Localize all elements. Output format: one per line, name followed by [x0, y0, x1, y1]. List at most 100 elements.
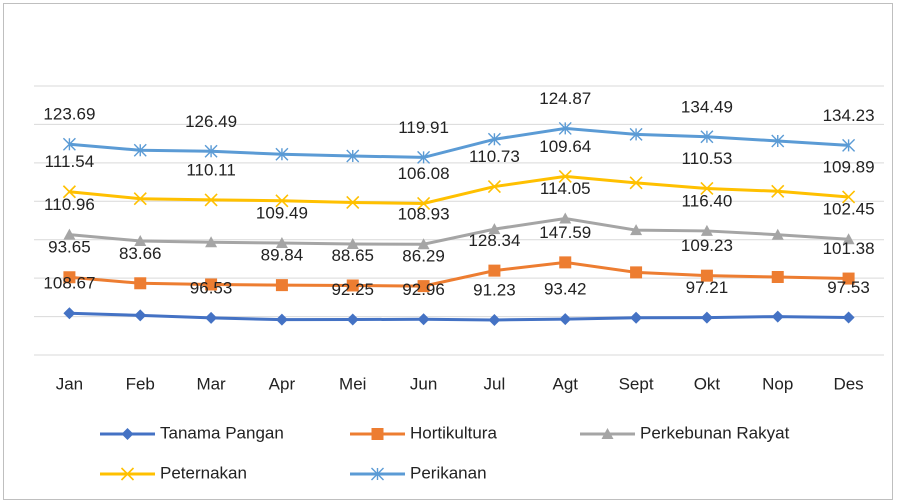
- marker: [417, 313, 430, 326]
- x-tick-label: Sept: [619, 374, 654, 393]
- marker: [417, 280, 430, 293]
- data-label: 108.93: [398, 205, 450, 224]
- x-tick-label: Mei: [339, 374, 366, 393]
- line: [69, 126, 849, 159]
- marker: [700, 311, 713, 324]
- data-label: 88.65: [331, 246, 374, 265]
- data-label: 92.96: [402, 280, 445, 299]
- legend-label: Tanama Pangan: [160, 423, 284, 442]
- data-label: 92.25: [331, 280, 374, 299]
- line: [69, 217, 849, 246]
- legend-item: Perikanan: [350, 463, 487, 482]
- x-tick-label: Jun: [410, 374, 437, 393]
- data-label: 134.49: [681, 97, 733, 116]
- marker: [630, 266, 643, 279]
- marker: [204, 193, 218, 207]
- line: [69, 260, 849, 288]
- marker: [346, 149, 360, 163]
- data-label: 116.40: [682, 191, 733, 210]
- marker: [700, 224, 713, 236]
- marker: [558, 169, 572, 183]
- data-label: 106.08: [398, 164, 450, 183]
- marker: [771, 270, 784, 283]
- marker: [371, 467, 384, 481]
- marker: [134, 277, 147, 290]
- marker: [842, 311, 855, 324]
- legend-item: Peternakan: [100, 463, 247, 482]
- data-label: 128.34: [468, 231, 520, 250]
- marker: [204, 144, 218, 158]
- marker: [630, 224, 643, 236]
- legend-item: Tanama Pangan: [100, 423, 284, 442]
- marker: [771, 134, 785, 148]
- marker: [842, 272, 855, 285]
- marker: [275, 194, 289, 208]
- x-tick-label: Okt: [694, 374, 721, 393]
- x-tick-label: Agt: [552, 374, 578, 393]
- marker: [205, 278, 218, 291]
- data-label: 102.45: [823, 200, 875, 219]
- x-tick-label: Nop: [762, 374, 793, 393]
- marker: [346, 195, 360, 210]
- marker: [558, 121, 572, 135]
- legend-label: Perikanan: [410, 463, 487, 482]
- marker: [275, 147, 289, 161]
- x-tick-label: Feb: [126, 374, 155, 393]
- x-tick-label: Jul: [484, 374, 506, 393]
- marker: [120, 467, 135, 481]
- x-tick-label: Apr: [269, 374, 296, 393]
- data-label: 111.54: [45, 152, 94, 171]
- marker: [629, 176, 643, 190]
- marker: [559, 212, 572, 224]
- data-label: 97.53: [827, 278, 870, 297]
- marker: [346, 279, 359, 292]
- marker: [63, 307, 76, 320]
- marker: [700, 130, 714, 144]
- marker: [134, 234, 147, 246]
- marker: [630, 311, 643, 324]
- marker: [205, 311, 218, 324]
- data-label: 119.91: [398, 118, 449, 137]
- marker: [771, 310, 784, 323]
- marker: [700, 269, 713, 282]
- marker: [488, 264, 501, 277]
- data-label: 110.53: [682, 149, 733, 168]
- marker: [842, 190, 856, 204]
- data-label: 86.29: [402, 247, 445, 266]
- marker: [417, 150, 431, 164]
- marker: [559, 313, 572, 326]
- data-label: 96.53: [190, 278, 233, 297]
- legend-label: Perkebunan Rakyat: [640, 423, 790, 442]
- marker: [62, 137, 76, 151]
- marker: [63, 228, 76, 240]
- data-label: 109.89: [823, 157, 875, 176]
- x-tick-label: Jan: [56, 374, 83, 393]
- data-label: 123.69: [43, 105, 95, 124]
- data-label: 126.49: [185, 112, 237, 131]
- marker: [275, 237, 288, 249]
- marker: [771, 228, 784, 240]
- marker: [700, 181, 714, 196]
- data-label: 89.84: [261, 246, 304, 265]
- marker: [205, 236, 218, 248]
- marker: [771, 184, 785, 198]
- marker: [346, 313, 359, 326]
- data-label: 108.67: [43, 274, 95, 293]
- legend-label: Hortikultura: [410, 423, 497, 442]
- data-label: 109.23: [681, 236, 733, 255]
- marker: [601, 428, 614, 439]
- data-label: 93.65: [48, 238, 91, 257]
- data-label: 109.49: [256, 204, 308, 223]
- line: [69, 311, 849, 322]
- line: [69, 174, 849, 205]
- marker: [275, 279, 288, 292]
- data-label: 101.38: [823, 239, 875, 258]
- marker: [559, 256, 572, 269]
- marker: [121, 428, 134, 440]
- data-label: 109.64: [539, 137, 591, 156]
- marker: [417, 196, 431, 211]
- x-tick-label: Des: [833, 374, 863, 393]
- marker: [346, 237, 359, 249]
- marker: [629, 127, 643, 141]
- data-label: 83.66: [119, 244, 162, 263]
